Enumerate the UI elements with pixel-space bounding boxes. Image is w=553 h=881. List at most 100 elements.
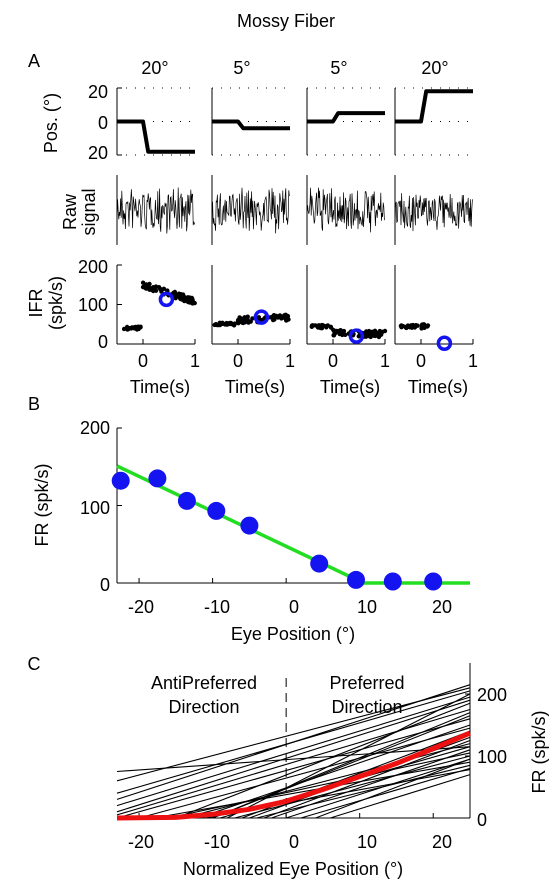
ifr-spike-dot	[323, 324, 328, 329]
ifr-spike-dot	[413, 323, 418, 329]
panel-b-fit-line	[116, 464, 470, 585]
tuning-curve-3	[116, 696, 471, 807]
tuning-curve-4	[116, 699, 471, 813]
panel-b-ytick-200: 200	[80, 418, 110, 438]
ifr-spike-dot	[185, 295, 191, 300]
panel-c-xtick-20: 20	[432, 832, 452, 852]
panel-b-xtick-m10: -10	[204, 597, 230, 617]
raw-signal-trace-3	[306, 187, 385, 233]
tuning-curve-11	[117, 730, 471, 819]
ifr-spike-dot	[271, 313, 277, 318]
ifr-spike-dot	[126, 327, 131, 332]
ifr-spike-dot	[182, 298, 187, 304]
time-axis-label-3: Time(s)	[320, 377, 380, 397]
ifr-spike-dot	[271, 317, 276, 323]
time-axis-label-4: Time(s)	[408, 377, 468, 397]
ifr-spike-dot	[153, 284, 159, 289]
anti-direction-line2: Direction	[168, 697, 239, 717]
ifr-spike-dot	[174, 293, 179, 299]
ifr-spike-dot	[172, 289, 178, 295]
ifr-spike-dot	[343, 332, 348, 337]
panel-label-b: B	[28, 394, 40, 414]
position-trace-4	[395, 89, 473, 124]
figure-title: Mossy Fiber	[237, 11, 335, 31]
anti-direction-line1: AntiPreferred	[151, 673, 257, 693]
raw-ylabel-line2: signal	[79, 188, 99, 235]
ifr-spike-dot	[376, 334, 382, 340]
ifr-spike-dot	[121, 326, 127, 332]
panel-b-data-point	[207, 501, 226, 520]
panel-b-data-point	[383, 572, 402, 591]
panel-c-xtick-m10: -10	[204, 832, 230, 852]
time-axis-label-2: Time(s)	[225, 377, 285, 397]
panel-b-xlabel: Eye Position (°)	[231, 624, 355, 644]
ifr-spike-dot	[189, 295, 195, 301]
panel-label-c: C	[28, 654, 41, 674]
time-tick-label: 0	[233, 351, 243, 371]
raw-ylabel-line1: Raw	[60, 193, 80, 230]
ifr-spike-dot	[237, 317, 242, 322]
panel-c-xtick-0: 0	[289, 832, 299, 852]
ifr-spike-dot	[212, 322, 217, 328]
time-tick-label: 1	[468, 351, 478, 371]
ifr-mean-marker-4	[436, 335, 453, 351]
ifr-spike-dot	[356, 334, 361, 339]
ifr-spike-dot	[236, 321, 241, 326]
population-mean-curve	[116, 730, 471, 821]
ifr-spike-dot	[217, 320, 222, 325]
ifr-ytick-0: 0	[98, 332, 108, 352]
pos-ytick-top: 20	[88, 82, 108, 102]
amplitude-label-1: 20°	[141, 58, 168, 78]
time-tick-label: 0	[138, 351, 148, 371]
ifr-ylabel-line1: IFR	[26, 289, 46, 318]
time-tick-label: 1	[285, 351, 295, 371]
position-trace-2	[212, 119, 290, 131]
ifr-spike-dot	[404, 325, 409, 331]
panel-c-ytick-200: 200	[477, 685, 507, 705]
panel-b-data-point	[111, 471, 130, 490]
ifr-spike-dot	[136, 326, 141, 332]
pos-ytick-mid: 0	[98, 113, 108, 133]
amplitude-label-4: 20°	[421, 58, 448, 78]
amplitude-label-2: 5°	[233, 58, 250, 78]
panel-c-plot	[116, 663, 471, 821]
ifr-spike-dot	[140, 280, 146, 285]
ifr-spike-dot	[337, 331, 342, 337]
panel-b-xtick-0: 0	[289, 597, 299, 617]
panel-c-ytick-100: 100	[477, 747, 507, 767]
time-tick-label: 0	[416, 351, 426, 371]
ifr-mean-marker-3	[348, 328, 365, 344]
ifr-spike-dot	[151, 288, 156, 294]
pref-direction-line1: Preferred	[329, 673, 404, 693]
ifr-spike-dot	[341, 329, 346, 334]
ifr-mean-marker-2	[253, 309, 270, 325]
position-trace-1	[117, 119, 195, 154]
ifr-spike-dot	[399, 323, 404, 328]
panel-b-plot	[111, 427, 470, 591]
ifr-spike-dot	[309, 324, 314, 329]
ifr-spike-dot	[180, 293, 185, 298]
ifr-spike-dot	[419, 326, 424, 331]
ifr-spike-dot	[284, 313, 290, 318]
time-tick-label: 0	[328, 351, 338, 371]
time-tick-label: 1	[190, 351, 200, 371]
amplitude-label-3: 5°	[330, 58, 347, 78]
pos-ytick-bottom: 20	[88, 143, 108, 163]
ifr-spike-dot	[229, 321, 234, 327]
panel-b-xtick-10: 10	[357, 597, 377, 617]
ifr-spike-dot	[192, 300, 197, 306]
position-trace-3	[307, 111, 385, 124]
pos-ylabel: Pos. (°)	[41, 93, 61, 153]
ifr-spike-dot	[147, 287, 152, 292]
raw-signal-trace-4	[394, 193, 473, 232]
panel-b-xtick-m20: -20	[128, 597, 154, 617]
panel-b-data-point	[240, 516, 259, 535]
ifr-ytick-100: 100	[78, 295, 108, 315]
panel-b-xtick-20: 20	[432, 597, 452, 617]
ifr-spike-dot	[369, 330, 375, 335]
ifr-spike-dot	[379, 331, 384, 336]
panel-c-xlabel: Normalized Eye Position (°)	[183, 859, 403, 879]
ifr-spike-dot	[240, 320, 245, 325]
panel-b-data-point	[347, 570, 365, 589]
ifr-spike-dot	[315, 323, 321, 328]
